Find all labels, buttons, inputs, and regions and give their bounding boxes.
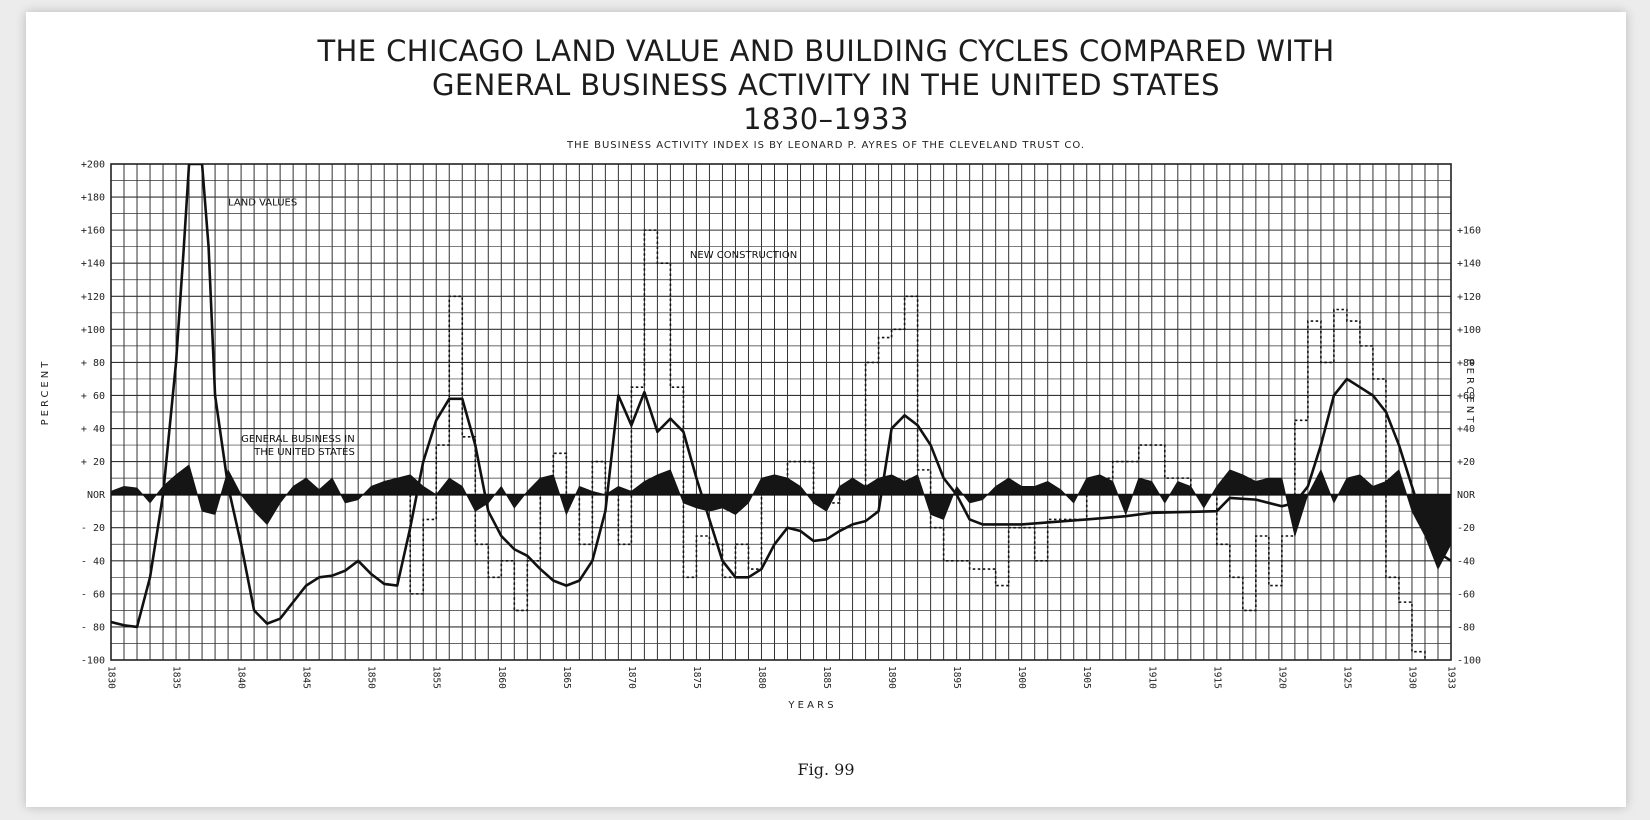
y-tick-label-left: +100: [81, 325, 105, 336]
x-axis-label: Y E A R S: [787, 700, 833, 711]
y-tick-label-right: -80: [1457, 622, 1475, 633]
y-tick-label-right: -40: [1457, 556, 1475, 567]
y-axis-label-left: PERCENT: [40, 359, 51, 426]
annotation-label: GENERAL BUSINESS IN: [241, 434, 355, 445]
x-tick-label: 1845: [301, 666, 312, 689]
x-tick-label: 1835: [171, 666, 182, 689]
x-tick-label: 1850: [366, 666, 377, 689]
x-tick-label: 1830: [106, 666, 117, 689]
y-tick-label-right: +20: [1457, 457, 1475, 468]
x-tick-label: 1910: [1146, 666, 1157, 689]
axes: +200 +180 +160 +140 +120 +100 + 80 + 60 + 40 + 20…: [40, 160, 1481, 712]
grid: [110, 163, 1452, 661]
chart-title-line-2: GENERAL BUSINESS ACTIVITY IN THE UNITED …: [432, 68, 1220, 102]
y-tick-label-right: -100: [1457, 656, 1481, 667]
y-tick-label-left: + 20: [81, 457, 105, 468]
x-tick-label: 1880: [756, 666, 767, 689]
x-tick-label: 1870: [626, 666, 637, 689]
x-tick-label: 1855: [431, 666, 442, 689]
chart-subtitle: THE BUSINESS ACTIVITY INDEX IS BY LEONAR…: [566, 140, 1086, 151]
x-tick-label: 1920: [1276, 666, 1287, 689]
x-tick-label: 1895: [951, 666, 962, 689]
y-tick-label-left: - 60: [81, 589, 105, 600]
y-tick-label-left: + 80: [81, 358, 105, 369]
y-tick-label-left: - 80: [81, 622, 105, 633]
x-tick-label: 1900: [1016, 666, 1027, 689]
data-series: [111, 164, 1451, 660]
y-tick-label-right: +100: [1457, 325, 1481, 336]
y-tick-label-left: +180: [81, 193, 105, 204]
y-tick-label-right: +60: [1457, 391, 1475, 402]
y-tick-label-right: -20: [1457, 523, 1475, 534]
y-tick-label-right: NOR: [1457, 490, 1476, 501]
y-tick-label-right: +40: [1457, 424, 1475, 435]
y-tick-label-right: +160: [1457, 226, 1481, 237]
annotation-label: LAND VALUES: [228, 197, 297, 208]
y-tick-label-right: +80: [1457, 358, 1475, 369]
figure-card: THE CHICAGO LAND VALUE AND BUILDING CYCL…: [26, 12, 1626, 807]
annotation-label: THE UNITED STATES: [253, 447, 355, 458]
y-tick-label-left: + 60: [81, 391, 105, 402]
x-tick-label: 1840: [236, 666, 247, 689]
series-general-business-in-the-united-states: [111, 464, 1451, 571]
y-tick-label-left: NOR: [87, 490, 106, 501]
chart-title-line-1: THE CHICAGO LAND VALUE AND BUILDING CYCL…: [317, 34, 1335, 68]
x-tick-label: 1875: [691, 666, 702, 689]
x-tick-label: 1865: [561, 666, 572, 689]
y-tick-label-left: -100: [81, 656, 105, 667]
figure-label: Fig. 99: [797, 760, 855, 779]
y-tick-label-left: +140: [81, 259, 105, 270]
cycle-chart: +200 +180 +160 +140 +120 +100 + 80 + 60 + 40 + 20…: [40, 160, 1481, 712]
y-tick-label-left: + 40: [81, 424, 105, 435]
x-tick-label: 1915: [1211, 666, 1222, 689]
y-tick-label-left: +200: [81, 160, 105, 171]
y-tick-label-left: +160: [81, 226, 105, 237]
y-tick-label-left: - 40: [81, 556, 105, 567]
x-tick-label: 1930: [1406, 666, 1417, 689]
y-tick-label-left: +120: [81, 292, 105, 303]
annotation-label: NEW CONSTRUCTION: [690, 250, 797, 261]
series-land-values: [111, 164, 1451, 629]
x-tick-label: 1933: [1446, 666, 1457, 689]
x-tick-label: 1885: [821, 666, 832, 689]
y-tick-label-right: +140: [1457, 259, 1481, 270]
chart-title: THE CHICAGO LAND VALUE AND BUILDING CYCL…: [26, 34, 1626, 136]
chart-title-line-3: 1830–1933: [743, 102, 909, 136]
y-axis-label-right: PERCENT: [1464, 359, 1475, 426]
y-tick-label-right: -60: [1457, 589, 1475, 600]
x-tick-label: 1905: [1081, 666, 1092, 689]
y-tick-label-left: - 20: [81, 523, 105, 534]
x-tick-label: 1925: [1341, 666, 1352, 689]
x-tick-label: 1860: [496, 666, 507, 689]
x-tick-label: 1890: [886, 666, 897, 689]
plot-frame: [110, 163, 1452, 661]
y-tick-label-right: +120: [1457, 292, 1481, 303]
